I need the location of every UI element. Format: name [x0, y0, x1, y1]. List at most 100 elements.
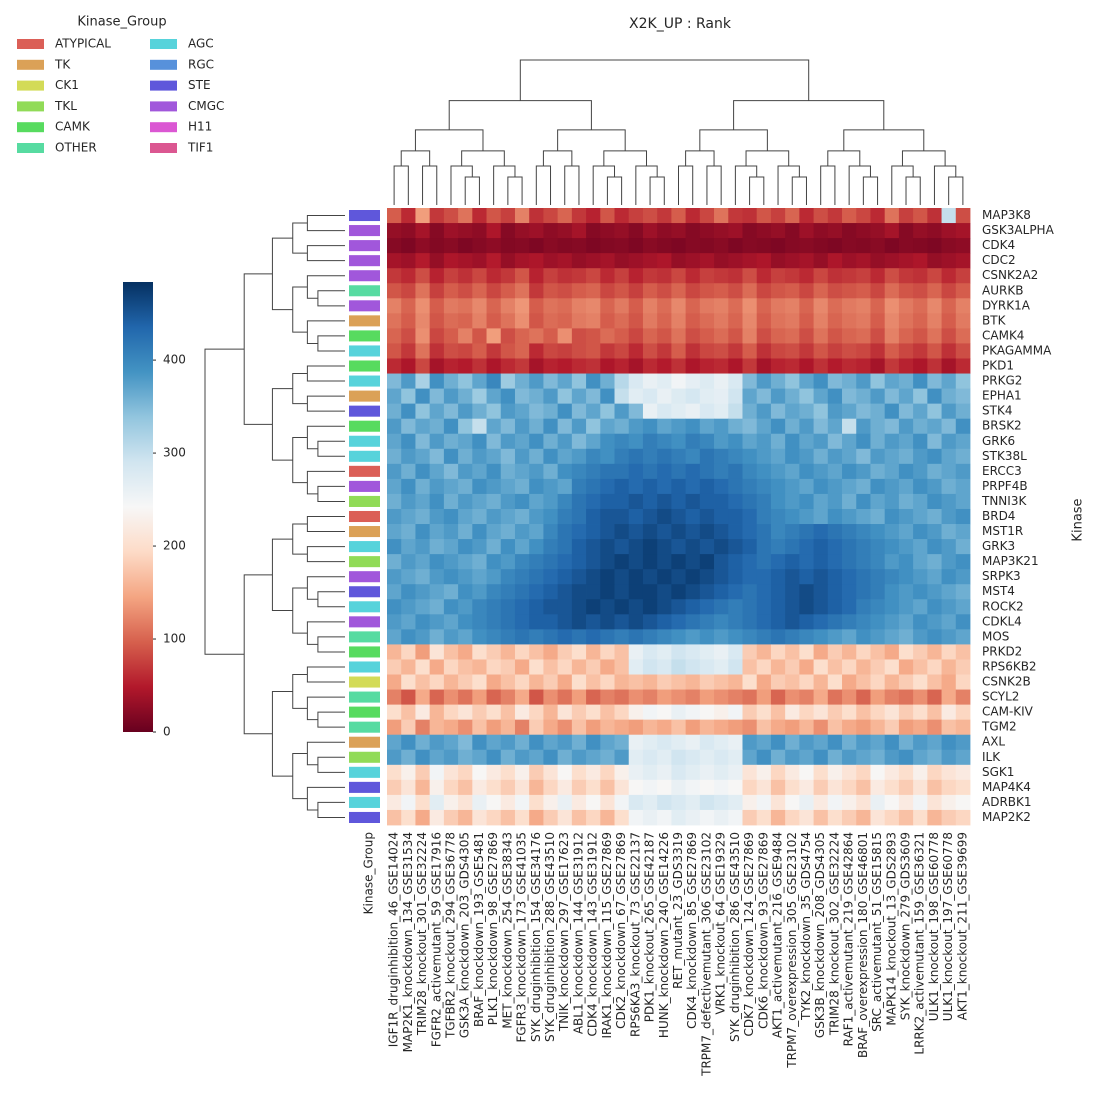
heatmap-cell	[770, 388, 786, 405]
heatmap-cell	[742, 343, 758, 359]
heatmap-cell	[401, 734, 416, 751]
heatmap-cell	[571, 418, 587, 435]
heatmap-cell	[628, 268, 644, 284]
heatmap-cell	[884, 223, 900, 239]
heatmap-cell	[756, 809, 772, 826]
heatmap-cell	[401, 268, 416, 284]
heatmap-cell	[486, 403, 502, 420]
heatmap-cell	[699, 674, 715, 690]
heatmap-cell	[387, 599, 402, 615]
heatmap-cell	[600, 629, 615, 645]
heatmap-cell	[955, 809, 971, 826]
dendrograms	[204, 59, 964, 818]
heatmap-cell	[799, 478, 814, 495]
heatmap-cell	[742, 689, 758, 706]
heatmap-cell	[955, 253, 971, 269]
heatmap-cell	[443, 704, 459, 721]
heatmap-cell	[387, 448, 402, 465]
heatmap-cell	[827, 749, 843, 766]
heatmap-cell	[557, 298, 573, 314]
heatmap-cell	[443, 794, 459, 811]
heatmap-cell	[600, 599, 615, 615]
heatmap-cell	[913, 569, 928, 585]
heatmap-cell	[813, 328, 829, 344]
heatmap-cell	[742, 569, 758, 585]
heatmap-cell	[728, 674, 743, 690]
dendrogram-link	[827, 150, 861, 167]
heatmap-cell	[799, 719, 814, 736]
heatmap-cell	[856, 689, 871, 706]
heatmap-cell	[728, 373, 743, 389]
heatmap-cell	[600, 659, 615, 675]
heatmap-cell	[458, 599, 473, 615]
heatmap-cell	[571, 358, 587, 374]
heatmap-cell	[927, 809, 942, 826]
heatmap-cell	[799, 614, 814, 630]
heatmap-cell	[642, 493, 658, 510]
heatmap-cell	[827, 373, 843, 389]
heatmap-cell	[927, 644, 942, 660]
heatmap-cell	[856, 614, 871, 630]
heatmap-cell	[884, 734, 900, 751]
heatmap-cell	[742, 554, 758, 570]
heatmap-cell	[600, 524, 615, 540]
heatmap-cell	[600, 208, 615, 224]
heatmap-cell	[529, 283, 544, 299]
heatmap-cell	[884, 508, 900, 525]
heatmap-cell	[529, 659, 544, 675]
heatmap-cell	[714, 719, 729, 736]
row-color	[349, 300, 380, 312]
heatmap-cell	[571, 313, 587, 329]
heatmap-cell	[955, 674, 971, 690]
heatmap-cell	[600, 343, 615, 359]
heatmap-cell	[827, 403, 843, 420]
heatmap-cell	[742, 809, 758, 826]
heatmap-cell	[415, 809, 431, 826]
heatmap-cell	[500, 433, 516, 450]
heatmap-cell	[941, 508, 957, 525]
heatmap-cell	[657, 764, 672, 781]
heatmap-cell	[657, 463, 672, 480]
heatmap-cell	[898, 524, 914, 540]
heatmap-cell	[628, 764, 644, 781]
heatmap-cell	[458, 283, 473, 299]
dendrogram-link	[777, 165, 800, 205]
heatmap-cell	[614, 223, 630, 239]
heatmap-cell	[955, 584, 971, 600]
row-label: CSNK2A2	[982, 268, 1038, 282]
heatmap-cell	[514, 448, 530, 465]
heatmap-cell	[785, 208, 800, 224]
heatmap-cell	[927, 779, 942, 796]
heatmap-cell	[714, 433, 729, 450]
heatmap-cell	[742, 493, 758, 510]
heatmap-cell	[813, 539, 829, 555]
heatmap-cell	[642, 689, 658, 706]
heatmap-cell	[685, 809, 701, 826]
heatmap-cell	[685, 478, 701, 495]
heatmap-cell	[756, 283, 772, 299]
chart-title: X2K_UP : Rank	[629, 16, 732, 32]
heatmap-cell	[842, 253, 857, 269]
heatmap-cell	[699, 689, 715, 706]
heatmap-cell	[429, 614, 445, 630]
heatmap-cell	[401, 418, 416, 435]
heatmap-cell	[955, 554, 971, 570]
heatmap-cell	[600, 238, 615, 254]
row-label: CDKL4	[982, 614, 1022, 628]
heatmap-cell	[529, 644, 544, 660]
heatmap-cell	[472, 223, 487, 239]
heatmap-cell	[429, 719, 445, 736]
heatmap-cell	[458, 779, 473, 796]
heatmap-cell	[699, 283, 715, 299]
row-label: CDK4	[982, 238, 1015, 252]
heatmap-cell	[642, 719, 658, 736]
heatmap-cell	[486, 328, 502, 344]
heatmap-cell	[941, 373, 957, 389]
heatmap-cell	[671, 689, 687, 706]
dendrogram-link	[306, 576, 345, 600]
heatmap-cell	[685, 433, 701, 450]
heatmap-cell	[415, 749, 431, 766]
heatmap-cell	[827, 463, 843, 480]
heatmap-cell	[842, 599, 857, 615]
heatmap-cell	[714, 599, 729, 615]
